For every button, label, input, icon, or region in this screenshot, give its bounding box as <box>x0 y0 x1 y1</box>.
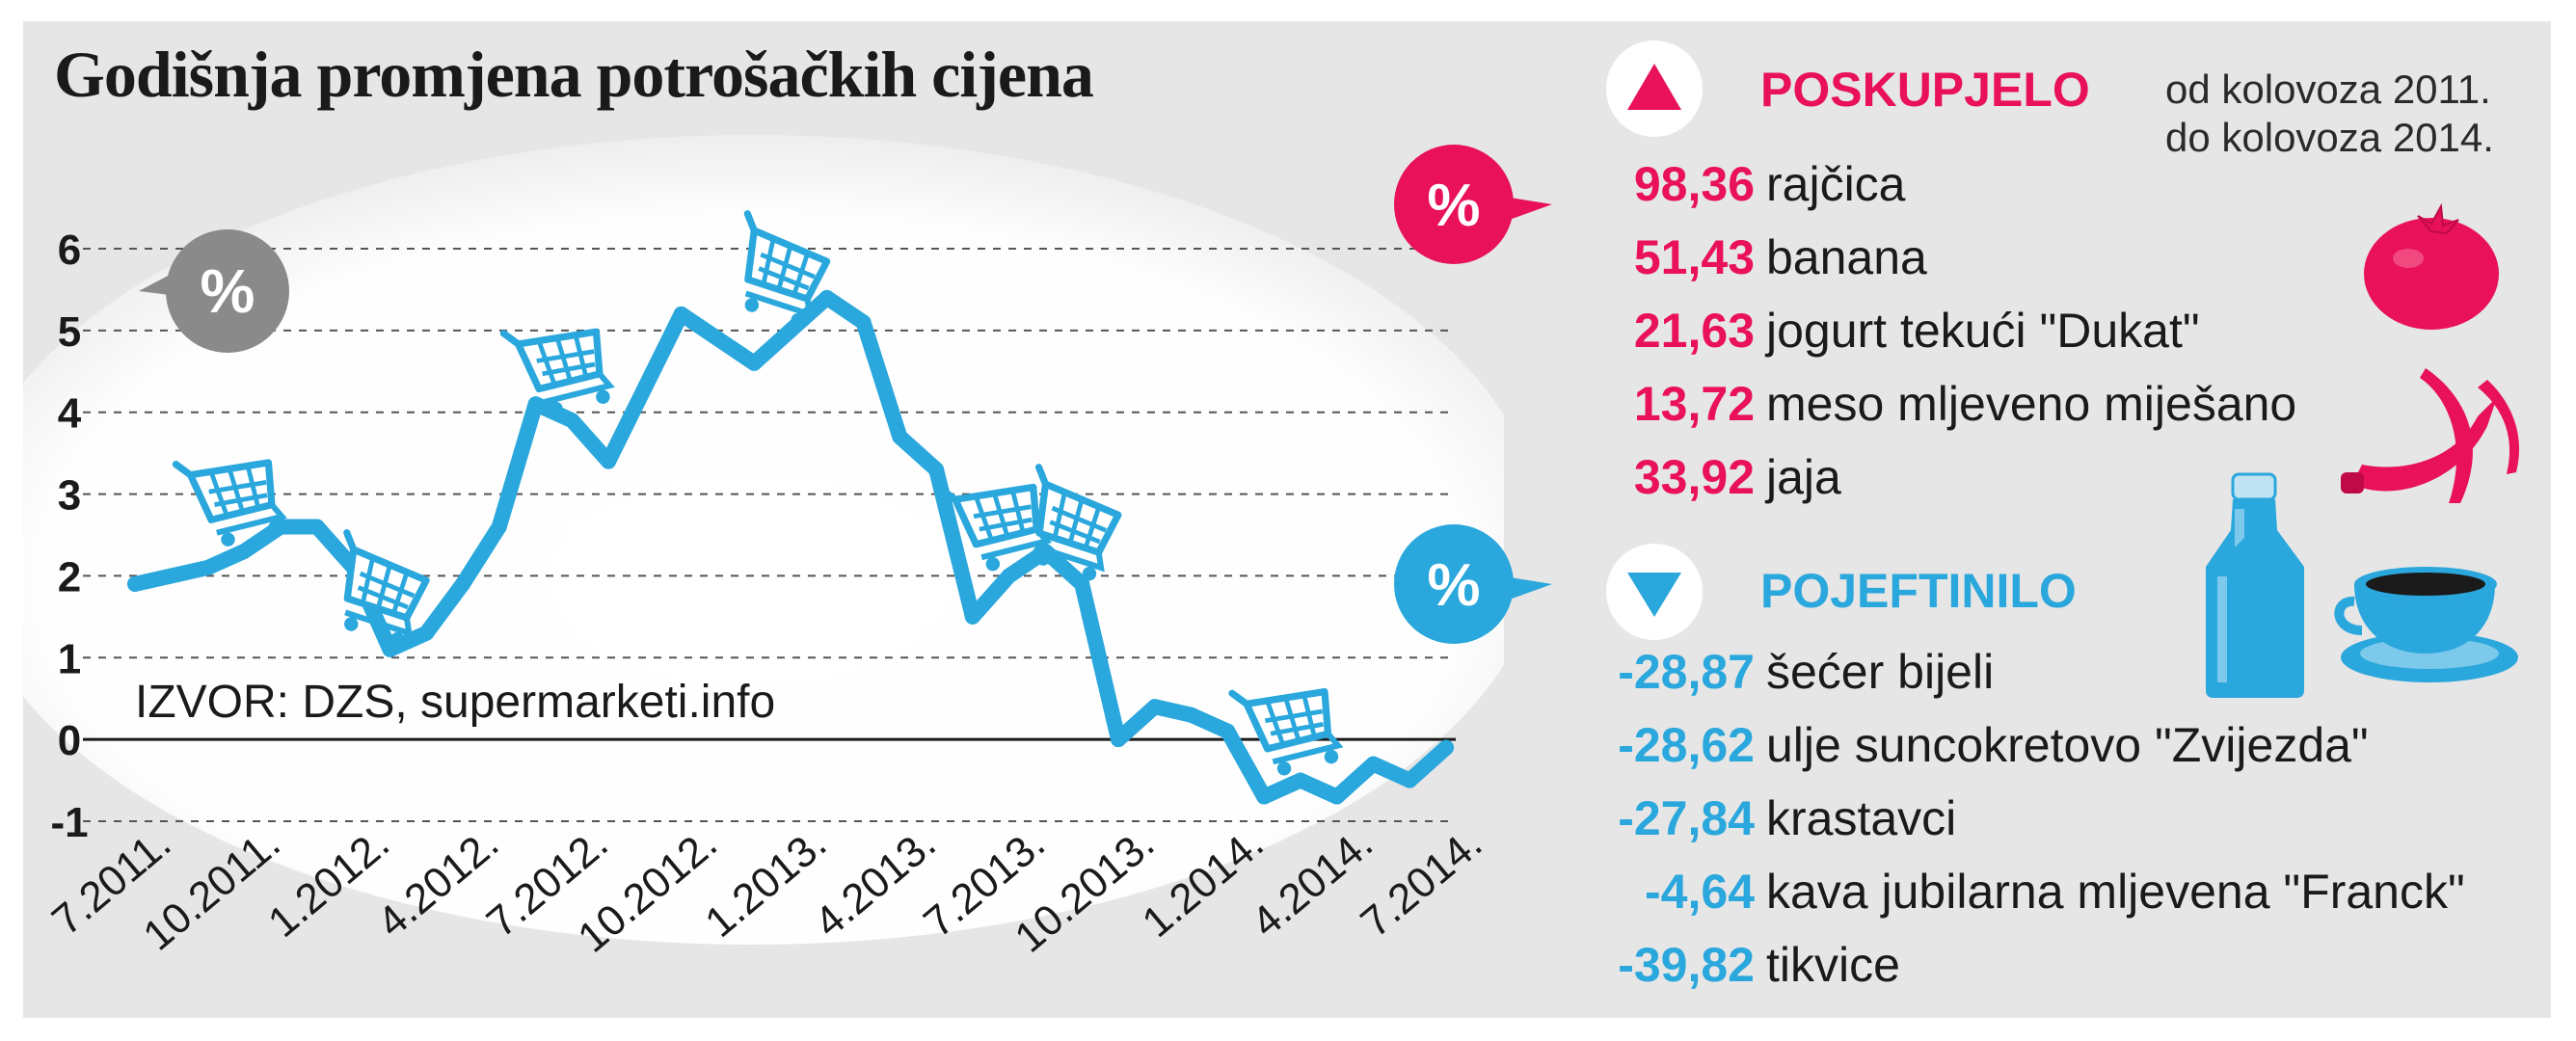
y-tick-label: 0 <box>58 717 81 764</box>
increased-row: 21,63 jogurt tekući "Dukat" <box>1543 303 2314 358</box>
increased-value: 21,63 <box>1633 304 1755 358</box>
increased-row: 98,36 rajčica <box>1543 156 2217 211</box>
data-point <box>127 575 143 592</box>
data-point <box>200 559 216 575</box>
increased-label: jogurt tekući "Dukat" <box>1766 304 2200 358</box>
data-point <box>527 396 544 413</box>
decreased-label: kava jubilarna mljevena "Franck" <box>1766 865 2465 919</box>
data-point <box>309 519 325 535</box>
data-point <box>1402 772 1418 788</box>
data-point <box>673 306 689 322</box>
data-point <box>1256 788 1273 805</box>
y-tick-label: 5 <box>58 308 81 356</box>
data-point <box>491 519 507 535</box>
banana-icon <box>2341 368 2520 503</box>
data-point <box>636 380 653 396</box>
increased-label: rajčica <box>1766 157 1906 211</box>
data-point <box>564 413 580 429</box>
decreased-value: -27,84 <box>1618 791 1755 845</box>
decreased-row: -28,62 ulje suncokretovo "Zvijezda" <box>1543 717 2507 772</box>
percent-badge-label: % <box>1427 552 1480 619</box>
decreased-row: -27,84 krastavci <box>1543 790 2410 845</box>
increased-row: 13,72 meso mljeveno miješano <box>1543 376 2333 431</box>
increased-value: 51,43 <box>1633 230 1755 284</box>
data-point <box>1292 772 1308 788</box>
increased-value: 98,36 <box>1633 157 1755 211</box>
data-point <box>1074 575 1090 592</box>
period-line-1: od kolovoza 2011. <box>2165 67 2491 112</box>
increased-value: 13,72 <box>1633 377 1755 431</box>
data-point <box>818 289 835 306</box>
decreased-heading: POJEFTINILO <box>1760 564 2077 618</box>
decreased-value: -39,82 <box>1618 938 1755 992</box>
milk-bottle-icon <box>2206 472 2304 698</box>
increased-row: 51,43 banana <box>1543 229 2217 284</box>
data-point <box>601 453 617 469</box>
decreased-value: -28,87 <box>1618 645 1755 699</box>
decreased-value: -28,62 <box>1618 718 1755 772</box>
source-note: IZVOR: DZS, supermarketi.info <box>135 677 775 728</box>
x-tick-label: 7.2014. <box>1352 819 1490 947</box>
data-point <box>382 641 398 657</box>
data-point <box>1111 732 1126 748</box>
percent-badge-icon: % <box>139 229 289 353</box>
data-point <box>746 355 763 371</box>
tomato-icon <box>2364 202 2499 330</box>
data-point <box>1438 739 1454 756</box>
data-point <box>1146 699 1163 715</box>
decreased-label: šećer bijeli <box>1766 645 1995 699</box>
y-tick-label: 3 <box>58 472 81 520</box>
data-point <box>928 462 945 478</box>
data-point <box>892 429 908 445</box>
y-tick-label: -1 <box>50 799 88 846</box>
percent-badge-icon: % <box>1394 524 1552 644</box>
decreased-label: krastavci <box>1766 791 1957 845</box>
percent-badge-icon: % <box>1394 145 1552 264</box>
triangle-down-icon <box>1627 573 1681 617</box>
decreased-value: -4,64 <box>1645 865 1755 919</box>
triangle-down-badge <box>1606 544 1703 640</box>
decreased-row: -28,87 šećer bijeli <box>1543 644 2410 699</box>
triangle-up-badge <box>1606 40 1703 137</box>
y-tick-label: 4 <box>58 390 82 438</box>
increased-label: meso mljeveno miješano <box>1766 377 2297 431</box>
data-point <box>1183 707 1199 723</box>
percent-badge-label: % <box>201 256 255 326</box>
y-tick-label: 6 <box>58 227 81 274</box>
data-point <box>783 322 798 338</box>
data-point <box>163 568 179 584</box>
data-point <box>1001 568 1017 584</box>
y-tick-label: 2 <box>58 553 81 601</box>
y-tick-label: 1 <box>58 635 81 682</box>
increased-row: 33,92 jaja <box>1543 449 2217 504</box>
data-point <box>855 314 872 331</box>
data-point <box>1220 723 1236 739</box>
triangle-up-icon <box>1627 64 1681 110</box>
increased-value: 33,92 <box>1633 450 1755 504</box>
decreased-label: tikvice <box>1766 938 1900 992</box>
period-note: od kolovoza 2011. do kolovoza 2014. <box>2165 66 2494 162</box>
increased-label: jaja <box>1766 450 1841 504</box>
data-point <box>236 543 253 559</box>
data-point <box>1365 756 1382 772</box>
data-point <box>455 575 470 592</box>
decreased-label: ulje suncokretovo "Zvijezda" <box>1766 718 2369 772</box>
chart-title: Godišnja promjena potrošačkih cijena <box>54 38 1094 111</box>
coffee-cup-icon <box>2334 567 2518 682</box>
data-point <box>418 625 435 641</box>
data-point <box>710 331 726 347</box>
data-point <box>1328 788 1345 805</box>
period-line-2: do kolovoza 2014. <box>2165 115 2494 160</box>
decreased-row: -39,82 tikvice <box>1543 937 2410 992</box>
increased-heading: POSKUPJELO <box>1760 63 2090 117</box>
data-point <box>964 608 980 625</box>
increased-label: banana <box>1766 230 1927 284</box>
decreased-row: -4,64 kava jubilarna mljevena "Franck" <box>1543 864 2545 919</box>
percent-badge-label: % <box>1427 173 1480 239</box>
